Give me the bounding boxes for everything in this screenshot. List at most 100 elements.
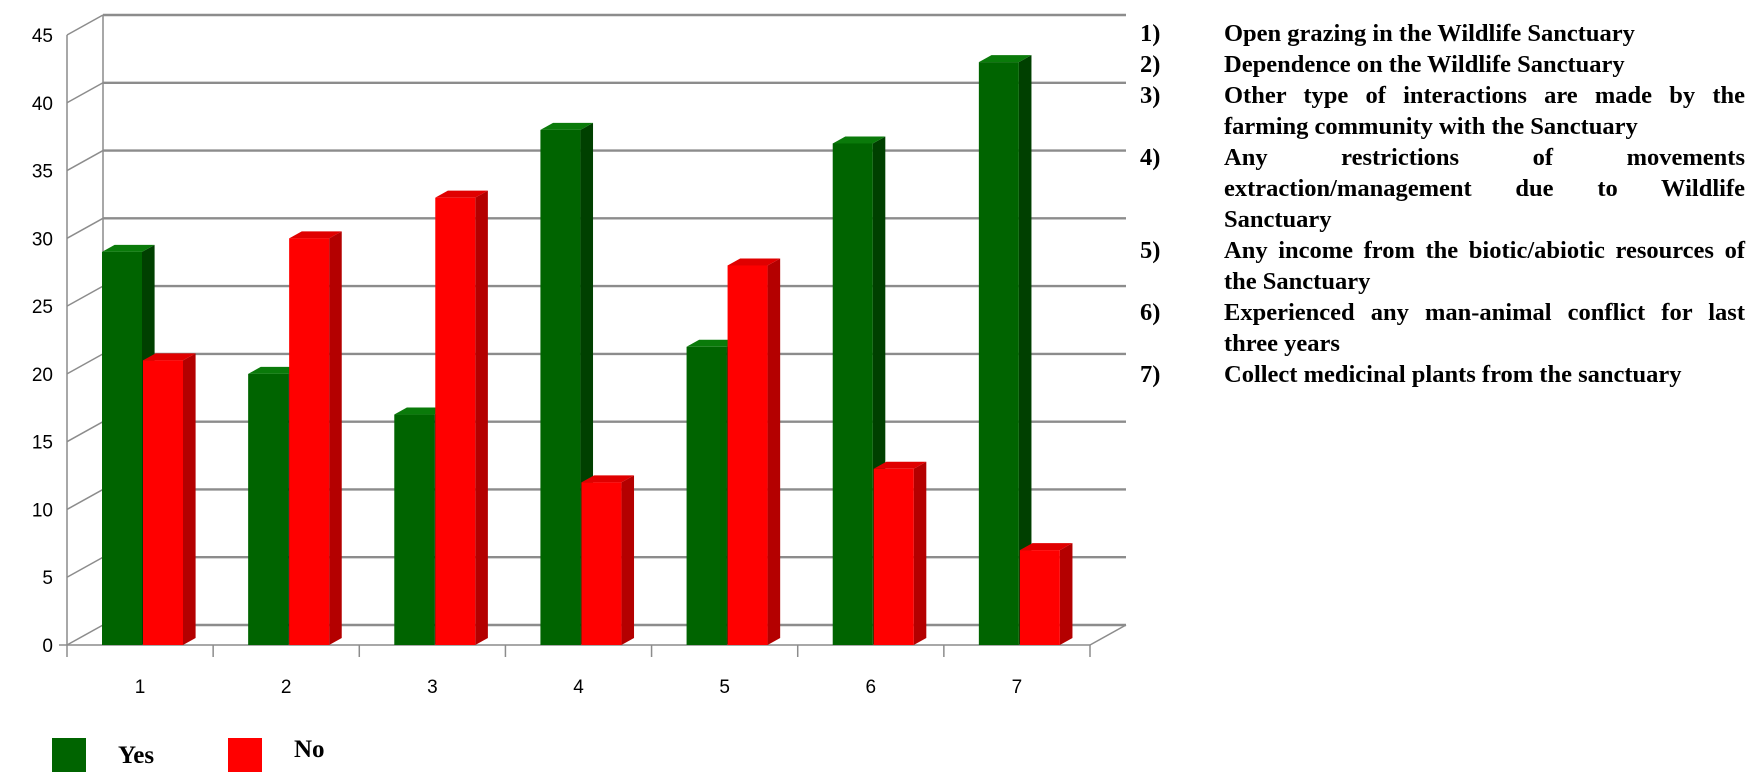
gridline-side	[66, 421, 104, 443]
bar-front	[102, 251, 142, 645]
bar-top	[289, 231, 342, 239]
bar-top	[540, 122, 594, 130]
bar-top	[143, 353, 196, 361]
x-tick-label: 3	[427, 677, 438, 698]
category-notes: 1) Open grazing in the Wildlife Sanctuary…	[1140, 18, 1745, 390]
bar-no-5	[727, 258, 781, 645]
bar-front	[394, 414, 435, 645]
gridline-side	[66, 285, 104, 307]
bar-side	[1018, 55, 1032, 646]
gridline-side	[66, 14, 104, 36]
x-tick-label: 4	[573, 677, 584, 698]
note-number: 3)	[1140, 82, 1161, 109]
bar-front	[289, 238, 330, 646]
note-text: Any income from the biotic/abiotic resou…	[1224, 237, 1745, 295]
gridline-side	[66, 556, 104, 578]
bar-no-4	[581, 475, 635, 645]
bar-front	[832, 143, 873, 645]
bar-no-3	[435, 190, 488, 645]
bar-side	[767, 258, 781, 645]
bar-front	[727, 265, 768, 645]
note-text: Dependence on the Wildlife Sanctuary	[1224, 51, 1625, 78]
bar-front	[540, 129, 581, 645]
note-number: 1)	[1140, 20, 1161, 47]
note-number: 2)	[1140, 51, 1161, 78]
bar-top	[248, 366, 301, 374]
legend-swatch-yes	[52, 738, 86, 772]
bar-top	[394, 407, 447, 415]
bar-yes-1	[102, 244, 155, 645]
bar-front	[581, 482, 622, 645]
note-item-3: 3) Other type of interactions are made by…	[1140, 80, 1745, 142]
bar-front	[978, 62, 1019, 646]
note-item-5: 5) Any income from the biotic/abiotic res…	[1140, 235, 1745, 297]
x-tick-label: 6	[865, 677, 876, 698]
note-number: 7)	[1140, 361, 1161, 388]
x-tick-label: 2	[281, 677, 292, 698]
gridline-side	[66, 353, 104, 375]
floor-edge	[1089, 624, 1127, 646]
y-tick-label: 30	[32, 229, 53, 250]
y-tick-label: 20	[32, 365, 53, 386]
bar-top	[581, 475, 635, 483]
note-number: 5)	[1140, 237, 1161, 264]
note-text: Other type of interactions are made by t…	[1224, 82, 1745, 140]
x-tick-label: 1	[135, 677, 146, 698]
note-item-6: 6) Experienced any man-animal conflict fo…	[1140, 297, 1745, 359]
bar-no-1	[143, 353, 196, 645]
x-tick-label: 7	[1012, 677, 1023, 698]
gridline-side	[66, 149, 104, 172]
y-tick-label: 40	[32, 94, 53, 115]
bar-side	[329, 231, 342, 646]
gridline-side	[66, 488, 104, 511]
note-item-2: 2) Dependence on the Wildlife Sanctuary	[1140, 49, 1745, 80]
gridline-side	[66, 217, 104, 239]
note-number: 6)	[1140, 299, 1161, 326]
note-text: Open grazing in the Wildlife Sanctuary	[1224, 20, 1635, 47]
bar-front	[248, 373, 289, 645]
bar-no-7	[1019, 543, 1073, 645]
note-item-4: 4) Any restrictions of movements extracti…	[1140, 142, 1745, 235]
bar-top	[832, 136, 886, 144]
bar-top	[727, 258, 781, 266]
bar-no-6	[873, 461, 927, 645]
y-tick-label: 0	[42, 636, 53, 657]
bar-front	[873, 468, 914, 645]
bar-yes-7	[978, 55, 1032, 646]
bar-front	[143, 360, 183, 645]
legend-swatch-no	[228, 738, 262, 772]
bar-front	[1019, 550, 1060, 645]
note-text: Experienced any man-animal conflict for …	[1224, 299, 1745, 357]
note-item-7: 7) Collect medicinal plants from the sanc…	[1140, 359, 1745, 390]
bars	[102, 55, 1073, 646]
y-tick-label: 35	[32, 162, 53, 183]
legend-label-no: No	[294, 736, 325, 763]
bar-side	[1059, 543, 1073, 645]
legend-label-yes: Yes	[118, 742, 155, 769]
bar-front	[686, 346, 727, 645]
y-tick-label: 45	[32, 26, 53, 47]
bar-top	[686, 339, 740, 347]
bar-front	[435, 197, 476, 645]
bar-no-2	[289, 231, 342, 646]
note-text: Any restrictions of movements extraction…	[1224, 144, 1745, 233]
y-tick-labels: 0 5 10 15 20 25 30 35 40 45	[32, 26, 53, 657]
bar-side	[183, 353, 196, 645]
y-tick-label: 15	[32, 433, 53, 454]
note-item-1: 1) Open grazing in the Wildlife Sanctuary	[1140, 18, 1745, 49]
y-tick-label: 10	[32, 500, 53, 521]
bar-top	[102, 244, 155, 252]
note-number: 4)	[1140, 144, 1161, 171]
bar-side	[913, 461, 927, 645]
x-tick-label: 5	[719, 677, 730, 698]
note-text: Collect medicinal plants from the sanctu…	[1224, 361, 1682, 388]
bar-top	[978, 55, 1032, 63]
bar-top	[873, 461, 927, 469]
bar-top	[1019, 543, 1073, 551]
y-tick-label: 5	[42, 568, 53, 589]
bar-side	[475, 190, 488, 645]
y-tick-label: 25	[32, 297, 53, 318]
bar-top	[435, 190, 488, 198]
gridline-side	[66, 624, 104, 646]
